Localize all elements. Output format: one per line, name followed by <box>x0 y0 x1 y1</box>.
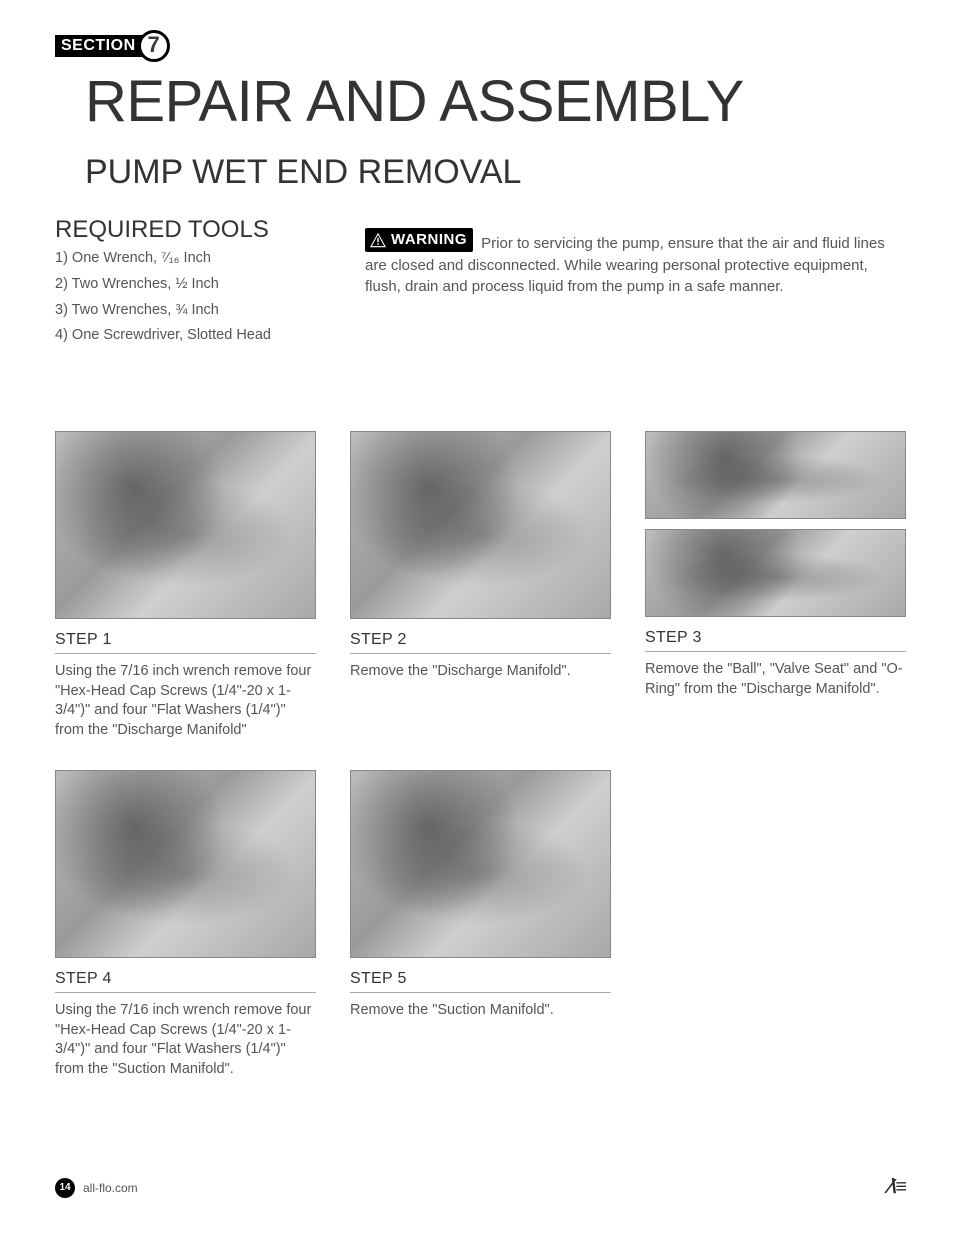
step-5: STEP 5 Remove the "Suction Manifold". <box>350 770 611 1079</box>
divider <box>350 992 611 993</box>
section-number-circle: 7 <box>138 30 170 62</box>
step-heading: STEP 2 <box>350 631 611 649</box>
required-tools: REQUIRED TOOLS 1) One Wrench, ⁷⁄₁₆ Inch … <box>55 216 335 351</box>
divider <box>55 653 316 654</box>
step-heading: STEP 1 <box>55 631 316 649</box>
section-badge: SECTION 7 <box>55 30 170 62</box>
footer-left: 14 all-flo.com <box>55 1178 138 1198</box>
divider <box>350 653 611 654</box>
step-heading: STEP 5 <box>350 970 611 988</box>
step-image <box>350 431 611 619</box>
step-image <box>645 529 906 617</box>
tools-heading: REQUIRED TOOLS <box>55 216 335 244</box>
step-body: Remove the "Ball", "Valve Seat" and "O-R… <box>645 660 906 699</box>
step-body: Using the 7/16 inch wrench remove four "… <box>55 662 316 740</box>
step-image <box>350 770 611 958</box>
divider <box>645 651 906 652</box>
step-4: STEP 4 Using the 7/16 inch wrench remove… <box>55 770 316 1079</box>
tool-item: 3) Two Wrenches, ¾ Inch <box>55 300 335 322</box>
step-heading: STEP 3 <box>645 629 906 647</box>
page-subtitle: PUMP WET END REMOVAL <box>85 153 906 192</box>
warning-label: WARNING <box>391 229 467 251</box>
step-image-stack <box>645 431 906 617</box>
section-number: 7 <box>148 34 160 56</box>
tool-item: 2) Two Wrenches, ½ Inch <box>55 274 335 296</box>
warning-block: WARNING Prior to servicing the pump, ens… <box>365 216 906 351</box>
warning-badge: WARNING <box>365 228 473 252</box>
step-body: Remove the "Suction Manifold". <box>350 1001 611 1021</box>
section-label: SECTION <box>55 35 144 57</box>
footer-logo: ⁄\≡ <box>888 1176 906 1199</box>
page-number: 14 <box>55 1178 75 1198</box>
step-image <box>55 431 316 619</box>
steps-grid: STEP 1 Using the 7/16 inch wrench remove… <box>55 431 906 1080</box>
page-footer: 14 all-flo.com ⁄\≡ <box>55 1176 906 1199</box>
step-1: STEP 1 Using the 7/16 inch wrench remove… <box>55 431 316 740</box>
tools-and-warning-row: REQUIRED TOOLS 1) One Wrench, ⁷⁄₁₆ Inch … <box>55 216 906 351</box>
tool-item: 1) One Wrench, ⁷⁄₁₆ Inch <box>55 248 335 270</box>
step-3: STEP 3 Remove the "Ball", "Valve Seat" a… <box>645 431 906 740</box>
step-body: Remove the "Discharge Manifold". <box>350 662 611 682</box>
step-heading: STEP 4 <box>55 970 316 988</box>
step-2: STEP 2 Remove the "Discharge Manifold". <box>350 431 611 740</box>
footer-url: all-flo.com <box>83 1181 138 1195</box>
step-body: Using the 7/16 inch wrench remove four "… <box>55 1001 316 1079</box>
step-image <box>645 431 906 519</box>
step-image <box>55 770 316 958</box>
divider <box>55 992 316 993</box>
tool-item: 4) One Screwdriver, Slotted Head <box>55 325 335 347</box>
warning-icon <box>369 232 387 248</box>
page-title: REPAIR AND ASSEMBLY <box>85 68 906 135</box>
